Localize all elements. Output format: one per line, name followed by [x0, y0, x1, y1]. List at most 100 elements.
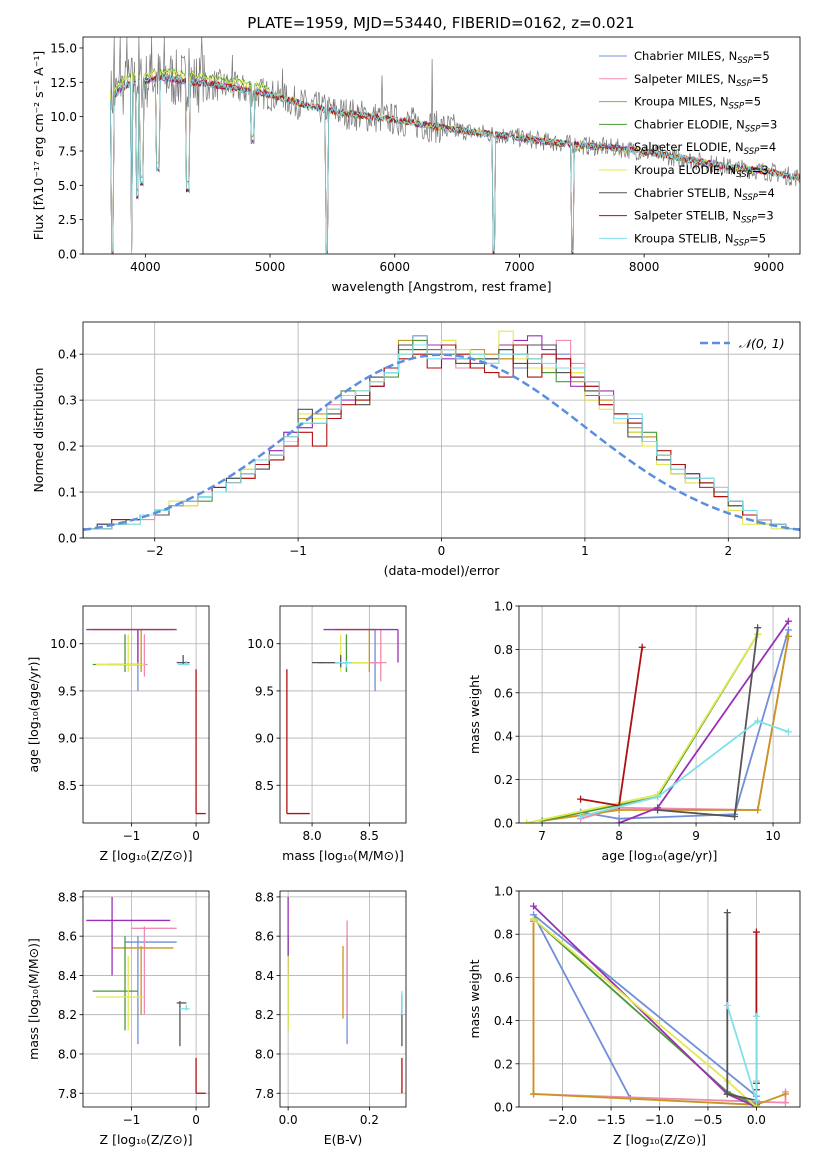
error-bar-point: [177, 660, 190, 666]
mass-vs-metallicity-x-label: Z [log₁₀(Z/Z⊙)]: [100, 1132, 193, 1147]
figure-title: PLATE=1959, MJD=53440, FIBERID=0162, z=0…: [247, 14, 634, 32]
error-bar-point: [125, 936, 177, 1045]
weight-vs-age-frame: [518, 605, 801, 824]
error-bar-point: [176, 655, 190, 665]
x-tick-label: 0: [192, 1113, 200, 1127]
error-bar-point: [346, 629, 387, 682]
weight-marker: [638, 643, 646, 651]
y-tick-label: 0.2: [494, 773, 513, 787]
y-tick-label: 8.5: [58, 779, 77, 793]
y-tick-label: 0.6: [494, 971, 513, 985]
age-vs-metallicity-grid: [83, 606, 209, 823]
age-vs-mass-frame: [279, 605, 407, 824]
y-tick-label: 9.0: [255, 732, 274, 746]
weight-vs-metallicity-plot-area: [530, 902, 789, 1107]
y-tick-label: 0.0: [494, 817, 513, 831]
spectrum-legend: Chabrier MILES, NSSP=5 Salpeter MILES, NS…: [599, 49, 777, 248]
weight-marker: [530, 1090, 538, 1098]
weight-marker: [577, 795, 585, 803]
y-tick-label: 8.0: [255, 1047, 274, 1061]
spectrum-axes: 4000 5000 6000 7000 8000 9000 0.0 2.5 5.0 7.5 10.0…: [31, 36, 801, 294]
residual-histogram-axes: −2 −1 0 1 2 0.0 0.1 0.2 0.3 0.4 (data-model)/error…: [31, 321, 801, 578]
age-vs-mass-plot-area: [286, 628, 399, 815]
legend-entry: Chabrier STELIB, NSSP=4: [634, 186, 775, 203]
y-tick-label: 7.5: [58, 144, 77, 158]
error-bar-point: [95, 634, 145, 673]
y-tick-label: 1.0: [494, 600, 513, 614]
error-bar-point: [334, 660, 353, 668]
weight-series-1: [532, 914, 758, 1103]
weight-marker: [784, 626, 792, 634]
weight-vs-metallicity-y-label: mass weight: [467, 959, 482, 1038]
weight-marker: [754, 624, 762, 632]
x-tick-label: 10: [765, 829, 780, 843]
weight-series-7: [726, 912, 757, 1102]
error-bar-point: [112, 945, 174, 1015]
y-tick-label: 8.2: [58, 1008, 77, 1022]
error-bar-point: [92, 628, 174, 673]
weight-marker: [723, 1001, 731, 1009]
model-spectrum-9: [110, 74, 800, 254]
error-bar-point: [195, 1057, 206, 1094]
weight-marker: [784, 617, 792, 625]
error-bar-point: [317, 629, 381, 691]
age-vs-metallicity-frame: [82, 605, 210, 824]
mass-vs-extinction-plot-area: [287, 896, 403, 1094]
mass-vs-extinction-axes: 0.0 0.2 7.8 8.0 8.2 8.4 8.6 8.8 E(B-V): [255, 890, 407, 1147]
x-tick-label: 4000: [130, 260, 161, 274]
y-tick-label: 10.0: [50, 110, 77, 124]
error-bar-point: [179, 1004, 190, 1011]
x-tick-label: 5000: [255, 260, 286, 274]
histogram-step-9: [83, 344, 800, 538]
y-tick-label: 8.5: [255, 779, 274, 793]
age-vs-metallicity-axes: −1 0 8.5 9.0 9.5 10.0 Z [log₁₀(Z/Z⊙)] age [log₁…: [26, 605, 210, 863]
weight-marker: [654, 793, 662, 801]
age-vs-mass-grid: [280, 606, 406, 823]
spectrum-frame: [82, 36, 801, 255]
error-bar-point: [176, 1000, 187, 1047]
weight-marker: [752, 1077, 760, 1085]
y-tick-label: 10.0: [50, 637, 77, 651]
weight-vs-age-plot-area: [523, 617, 792, 823]
residual-histogram-x-label: (data-model)/error: [384, 563, 501, 578]
weight-series-2: [580, 636, 790, 820]
x-tick-label: −1: [289, 544, 307, 558]
x-tick-label: 7: [538, 829, 546, 843]
y-tick-label: 7.8: [255, 1087, 274, 1101]
x-tick-label: 0.0: [279, 1113, 298, 1127]
error-bar-point: [195, 669, 206, 815]
x-tick-label: 2: [724, 544, 732, 558]
weight-series-8: [580, 647, 644, 807]
y-tick-label: 8.6: [255, 930, 274, 944]
age-vs-metallicity-y-label: age [log₁₀(age/yr)]: [26, 657, 41, 773]
y-tick-label: 9.5: [58, 684, 77, 698]
x-tick-label: −2.0: [548, 1113, 577, 1127]
y-tick-label: 9.0: [58, 732, 77, 746]
legend-entry: Chabrier ELODIE, NSSP=3: [634, 117, 777, 134]
y-tick-label: 0.8: [494, 928, 513, 942]
legend-entry: Salpeter MILES, NSSP=5: [634, 72, 769, 89]
x-tick-label: 7000: [504, 260, 535, 274]
error-bar-point: [286, 669, 310, 815]
y-tick-label: 8.4: [58, 969, 77, 983]
weight-marker: [781, 1090, 789, 1098]
weight-marker: [723, 909, 731, 917]
y-tick-label: 8.4: [255, 969, 274, 983]
weight-series-9: [580, 719, 789, 818]
x-tick-label: 6000: [379, 260, 410, 274]
x-tick-label: 9000: [754, 260, 785, 274]
weight-vs-age-axes: 7 8 9 10 0.0 0.2 0.4 0.6 0.8 1.0 age [log₁₀(age/yr…: [467, 600, 801, 863]
weight-vs-metallicity-axes: −2.0 −1.5 −1.0 −0.5 0.0 0.0 0.2 0.4 0.6 0.8 1.0 Z […: [467, 885, 801, 1147]
weight-series-3: [541, 636, 790, 822]
age-vs-metallicity-x-label: Z [log₁₀(Z/Z⊙)]: [100, 848, 193, 863]
y-tick-label: 0.0: [58, 248, 77, 262]
weight-marker: [577, 812, 585, 820]
weight-vs-metallicity-grid: [519, 890, 800, 1108]
x-tick-label: 0.2: [360, 1113, 379, 1127]
mass-vs-extinction-x-label: E(B-V): [324, 1132, 363, 1147]
x-tick-label: 8000: [629, 260, 660, 274]
y-tick-label: 7.8: [58, 1087, 77, 1101]
weight-marker: [781, 1099, 789, 1107]
weight-marker: [654, 806, 662, 814]
